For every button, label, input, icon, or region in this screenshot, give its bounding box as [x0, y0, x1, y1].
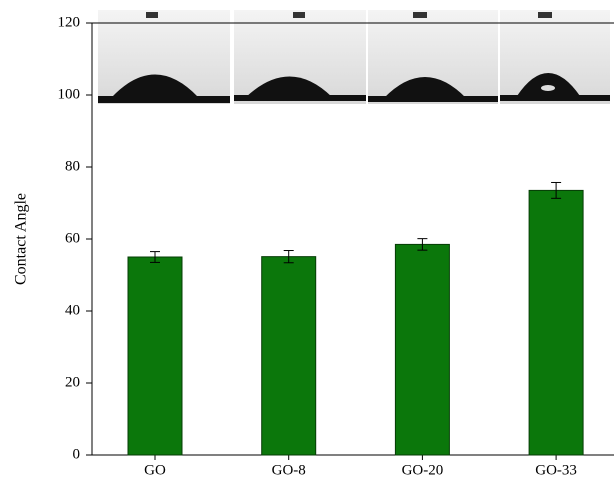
x-tick-label: GO-8: [272, 462, 306, 478]
substrate: [368, 96, 498, 102]
bar: [529, 190, 583, 455]
y-tick-label: 100: [58, 86, 81, 102]
y-tick-label: 120: [58, 14, 81, 30]
droplet-highlight: [541, 85, 555, 91]
page: Contact Angle 0 20 40 60 80 100 120 GO GO-8 GO-20…: [0, 0, 614, 480]
needle: [293, 12, 305, 18]
bar: [262, 257, 316, 455]
y-tick-label: 40: [65, 302, 80, 318]
y-tick-label: 80: [65, 158, 80, 174]
x-tick-label: GO-20: [402, 462, 444, 478]
substrate: [234, 95, 366, 101]
bar: [128, 257, 182, 455]
chart: Contact Angle 0 20 40 60 80 100 120 GO GO-8 GO-20…: [0, 0, 614, 480]
needle: [538, 12, 552, 18]
bar: [395, 244, 449, 455]
substrate: [98, 96, 230, 103]
substrate: [500, 95, 610, 101]
y-tick-label: 60: [65, 230, 80, 246]
x-tick-label: GO-33: [535, 462, 577, 478]
y-tick-label: 0: [73, 446, 81, 462]
needle: [413, 12, 427, 18]
y-tick-label: 20: [65, 374, 80, 390]
y-axis-label: Contact Angle: [13, 193, 30, 285]
needle: [146, 12, 158, 18]
x-tick-label: GO: [144, 462, 166, 478]
droplet-images: [98, 10, 610, 104]
